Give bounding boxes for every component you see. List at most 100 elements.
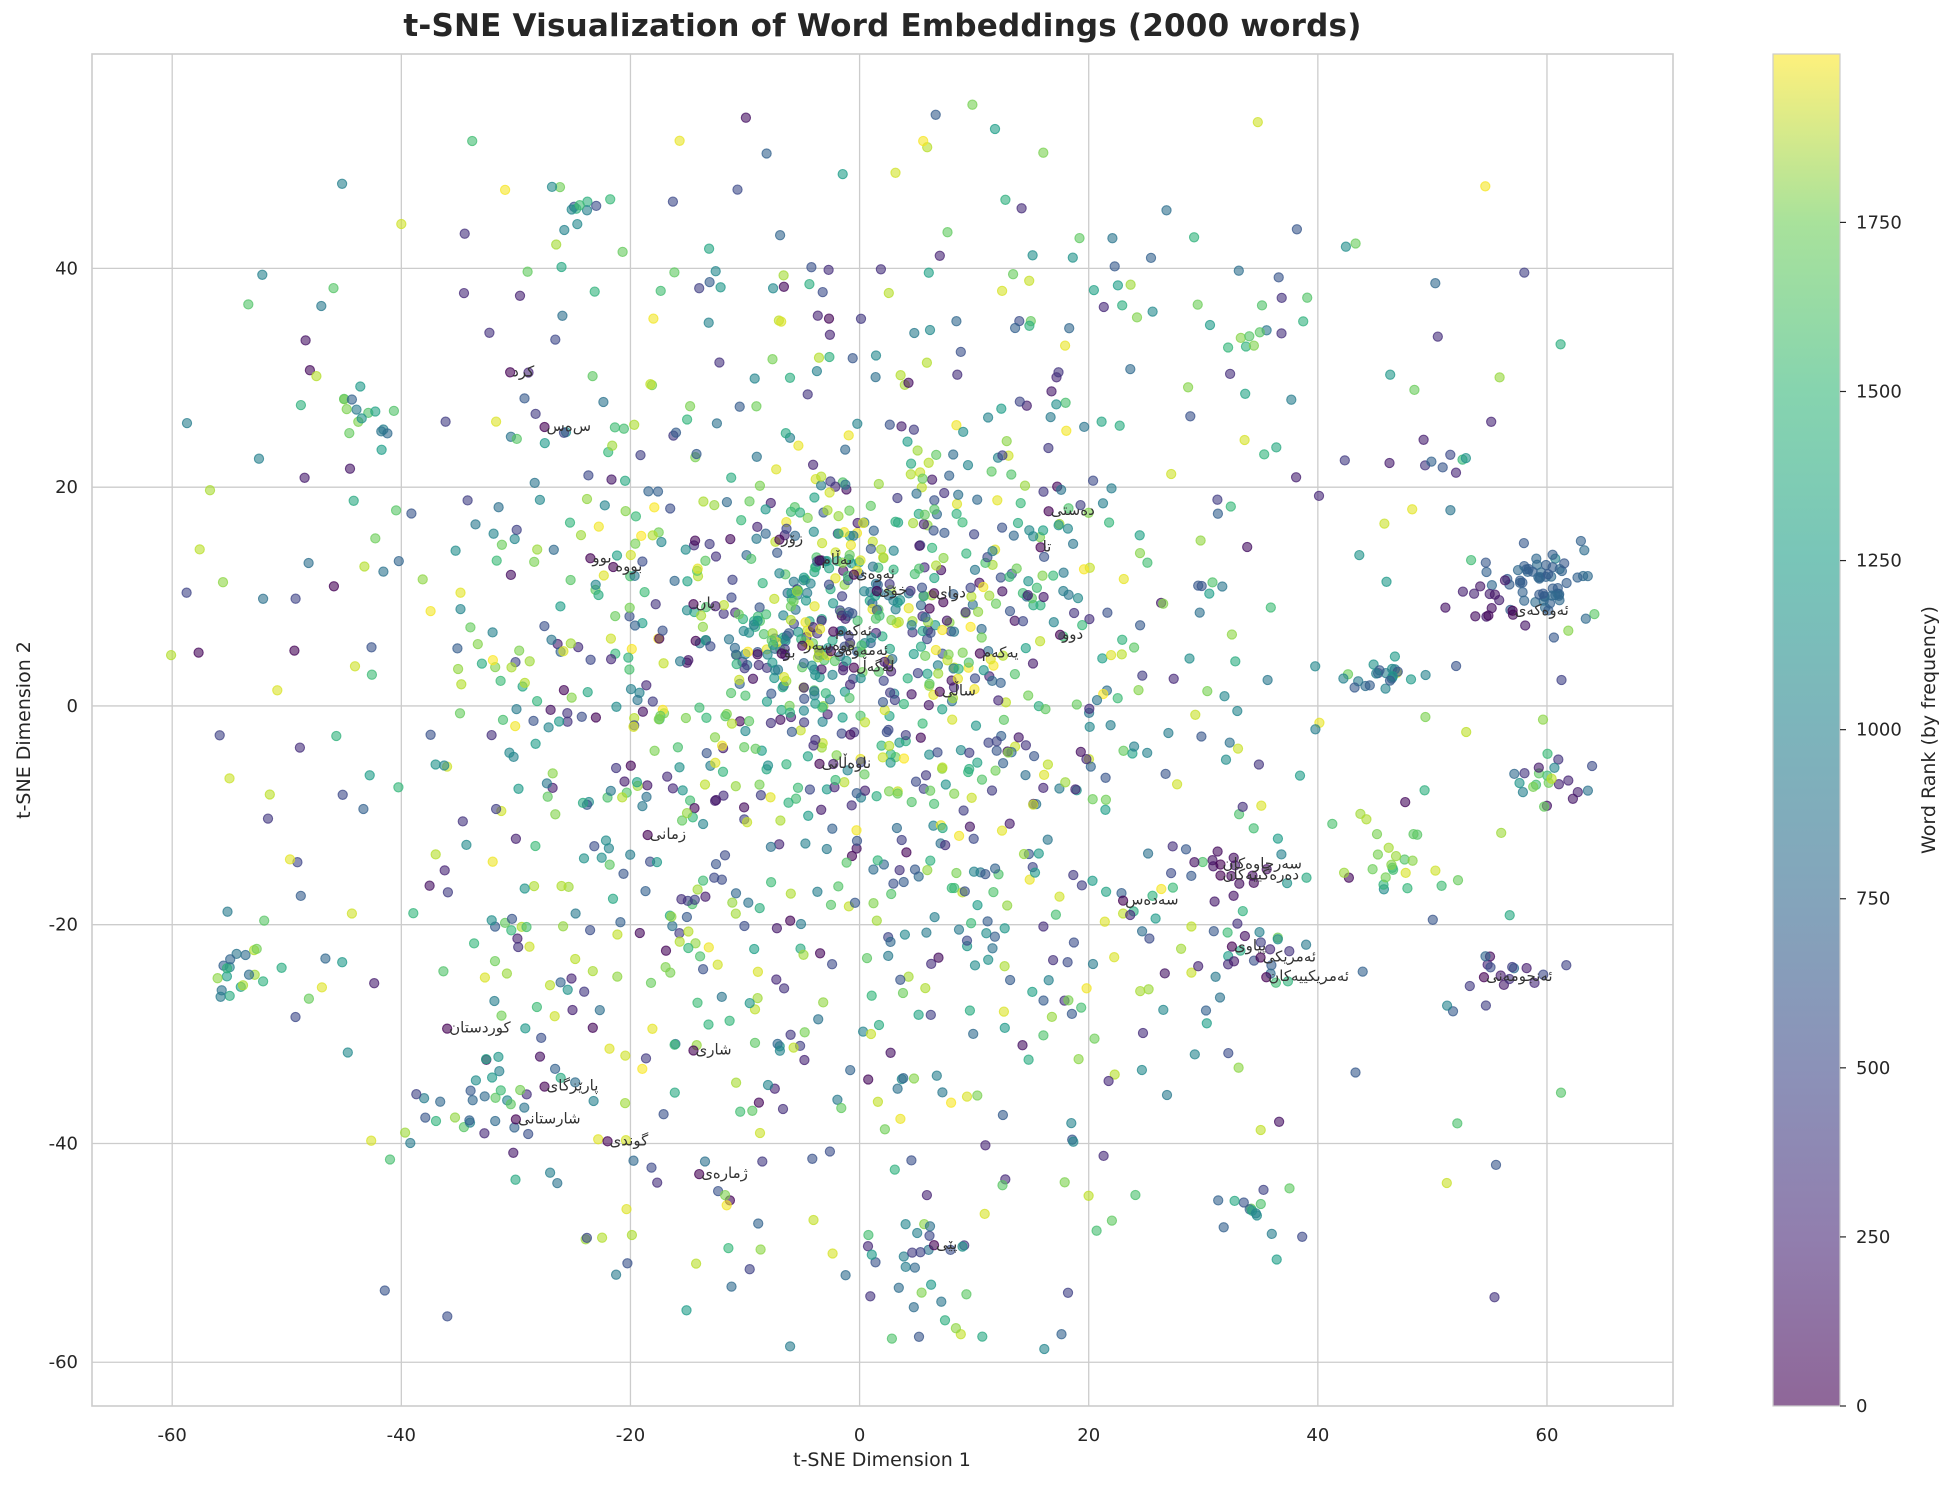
data-point bbox=[774, 568, 785, 579]
data-point bbox=[730, 1077, 742, 1088]
data-point bbox=[1034, 636, 1046, 647]
data-point bbox=[1056, 1329, 1067, 1340]
data-point bbox=[1529, 977, 1540, 989]
data-point bbox=[798, 717, 810, 728]
data-point bbox=[490, 803, 502, 815]
data-point bbox=[947, 714, 958, 725]
data-point bbox=[912, 445, 923, 456]
data-point bbox=[1589, 608, 1600, 620]
data-point bbox=[1407, 855, 1418, 866]
data-point bbox=[366, 1135, 377, 1146]
data-point bbox=[1023, 690, 1034, 701]
data-point bbox=[606, 474, 617, 485]
data-point bbox=[316, 300, 327, 312]
data-point bbox=[1190, 709, 1201, 720]
data-point bbox=[879, 656, 890, 668]
data-point bbox=[1066, 1008, 1078, 1020]
data-point bbox=[590, 579, 601, 590]
data-point bbox=[674, 936, 685, 947]
data-point bbox=[1290, 472, 1302, 483]
data-point bbox=[1004, 605, 1016, 617]
data-point bbox=[515, 1084, 526, 1096]
data-point bbox=[370, 533, 381, 544]
data-point bbox=[532, 544, 543, 555]
data-point bbox=[355, 381, 366, 392]
labeled-point bbox=[934, 686, 945, 697]
data-point bbox=[1142, 557, 1153, 568]
data-point bbox=[924, 1230, 935, 1241]
data-point bbox=[870, 613, 882, 624]
data-point bbox=[925, 785, 936, 796]
data-point bbox=[552, 1177, 563, 1189]
data-point bbox=[900, 1219, 911, 1230]
data-point bbox=[344, 463, 356, 474]
data-point bbox=[1024, 874, 1035, 885]
data-point bbox=[906, 620, 917, 631]
data-point bbox=[791, 586, 803, 597]
data-point bbox=[1256, 300, 1268, 311]
data-point bbox=[651, 856, 663, 868]
data-point bbox=[562, 984, 573, 995]
data-point bbox=[1038, 782, 1049, 794]
data-point bbox=[964, 747, 975, 758]
labeled-point bbox=[694, 1168, 705, 1180]
data-point bbox=[873, 1019, 885, 1031]
data-point bbox=[1499, 575, 1511, 586]
data-point bbox=[762, 1079, 774, 1091]
data-point bbox=[848, 530, 859, 541]
word-label: پارێزگای bbox=[547, 1077, 599, 1096]
word-label: ئەمریکییەکان bbox=[1268, 967, 1349, 985]
data-point bbox=[1460, 452, 1472, 464]
data-point bbox=[965, 582, 976, 593]
data-point bbox=[844, 679, 856, 690]
data-point bbox=[972, 606, 984, 618]
data-point bbox=[300, 335, 311, 346]
data-point bbox=[364, 770, 375, 781]
data-point bbox=[845, 539, 857, 551]
data-point bbox=[730, 908, 741, 919]
data-point bbox=[551, 239, 562, 250]
word-label: بوو bbox=[591, 548, 611, 566]
data-point bbox=[1200, 1005, 1212, 1016]
data-point bbox=[1495, 970, 1506, 981]
data-point bbox=[798, 682, 810, 693]
data-point bbox=[1068, 607, 1080, 619]
data-point bbox=[456, 679, 467, 690]
data-point bbox=[557, 310, 568, 321]
data-point bbox=[1219, 691, 1230, 702]
data-point bbox=[890, 167, 901, 178]
data-point bbox=[1084, 703, 1095, 714]
data-point bbox=[877, 696, 889, 708]
data-point bbox=[697, 818, 709, 830]
data-point bbox=[1147, 890, 1158, 901]
data-point bbox=[214, 730, 225, 741]
data-point bbox=[1202, 685, 1213, 697]
data-point bbox=[957, 1241, 968, 1252]
data-point bbox=[844, 505, 855, 516]
data-point bbox=[830, 774, 841, 786]
data-point bbox=[1167, 882, 1179, 893]
data-point bbox=[676, 815, 688, 826]
data-point bbox=[1546, 773, 1557, 784]
data-point bbox=[626, 1229, 638, 1241]
data-point bbox=[984, 590, 995, 601]
data-point bbox=[783, 797, 794, 808]
data-point bbox=[966, 792, 977, 803]
data-point bbox=[760, 504, 771, 515]
data-point bbox=[1053, 520, 1064, 531]
data-point bbox=[775, 815, 786, 826]
data-point bbox=[1237, 801, 1248, 813]
data-point bbox=[272, 685, 283, 696]
data-point bbox=[961, 935, 973, 946]
data-point bbox=[965, 621, 976, 633]
data-point bbox=[666, 911, 677, 922]
data-point bbox=[902, 673, 913, 684]
data-point bbox=[1537, 714, 1549, 725]
data-point bbox=[827, 598, 839, 609]
labeled-point bbox=[585, 553, 596, 564]
data-point bbox=[958, 805, 969, 816]
data-point bbox=[1050, 909, 1062, 920]
data-point bbox=[1107, 233, 1118, 244]
data-point bbox=[752, 649, 763, 660]
data-point bbox=[1327, 818, 1338, 830]
